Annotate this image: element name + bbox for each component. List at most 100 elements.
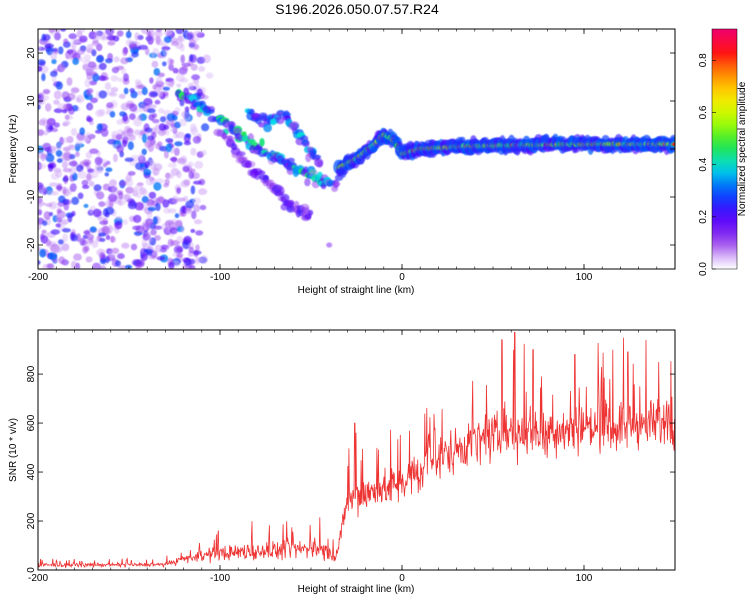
heatmap-cell — [40, 117, 47, 123]
heatmap-cell — [195, 230, 204, 236]
heatmap-cell — [47, 125, 54, 131]
heatmap-y-axis-label: Frequency (Hz) — [8, 115, 19, 184]
heatmap-cell — [61, 243, 70, 252]
heatmap-cell — [116, 144, 124, 153]
heatmap-cell — [67, 213, 73, 223]
heatmap-cell — [172, 67, 179, 74]
heatmap-cell — [180, 54, 185, 64]
heatmap-cell — [38, 104, 41, 110]
heatmap-cell — [274, 190, 284, 197]
heatmap-cell — [71, 196, 80, 205]
heatmap-cell — [42, 89, 51, 94]
heatmap-cell — [64, 114, 70, 121]
heatmap-cell — [162, 61, 167, 67]
heatmap-cell — [101, 32, 107, 40]
heatmap-cell — [190, 63, 198, 71]
heatmap-cell — [86, 172, 92, 182]
y-tick-label: 200 — [26, 512, 37, 529]
heatmap-cell — [84, 239, 92, 247]
heatmap-cell — [72, 58, 79, 65]
heatmap-cell — [122, 136, 129, 145]
heatmap-cell — [104, 172, 110, 177]
heatmap-cell — [68, 107, 75, 115]
x-tick-label: 0 — [399, 272, 405, 283]
heatmap-cell — [191, 210, 197, 220]
heatmap-cell — [90, 64, 97, 70]
heatmap-cell — [190, 228, 196, 233]
heatmap-cell — [61, 109, 68, 114]
heatmap-cell — [113, 56, 120, 63]
heatmap-cell — [263, 123, 272, 133]
heatmap-cell — [99, 237, 106, 242]
heatmap-cell — [331, 185, 338, 192]
heatmap-cell — [124, 157, 134, 162]
heatmap-cell — [154, 99, 161, 105]
heatmap-cell — [108, 199, 114, 209]
heatmap-cell — [192, 78, 200, 85]
heatmap-cell — [176, 83, 182, 88]
heatmap-cell — [134, 201, 144, 211]
heatmap-cell — [55, 150, 63, 157]
heatmap-cell — [156, 256, 166, 261]
heatmap-cell — [183, 179, 191, 186]
heatmap-cell — [126, 128, 134, 134]
heatmap-cell — [71, 210, 76, 217]
heatmap-cell — [77, 192, 84, 200]
heatmap-cell — [129, 113, 136, 120]
heatmap-cell — [55, 81, 63, 90]
heatmap-cell — [187, 161, 194, 168]
heatmap-cell — [176, 253, 184, 258]
heatmap-cell — [187, 241, 195, 249]
heatmap-cell — [181, 65, 189, 72]
heatmap-cell — [62, 233, 68, 243]
heatmap-cell — [58, 256, 66, 265]
heatmap-cell — [241, 156, 248, 162]
heatmap-cell — [241, 131, 247, 137]
heatmap-cell — [179, 78, 189, 83]
heatmap-cell — [92, 71, 98, 77]
heatmap-cell — [86, 75, 94, 80]
heatmap-cell — [105, 167, 113, 172]
heatmap-cell — [182, 165, 190, 173]
heatmap-cell — [198, 65, 206, 72]
heatmap-cell — [70, 232, 75, 241]
heatmap-cell — [156, 196, 166, 204]
heatmap-cell — [59, 63, 65, 69]
heatmap-cell — [162, 49, 169, 57]
heatmap-cell — [120, 194, 130, 200]
heatmap-cell — [136, 90, 144, 96]
heatmap-cell — [205, 72, 214, 79]
heatmap-cell — [172, 195, 179, 205]
heatmap-cell — [173, 245, 183, 255]
heatmap-cell — [53, 29, 61, 33]
heatmap-cell — [326, 242, 333, 248]
heatmap-cell — [130, 43, 138, 50]
heatmap-cell — [38, 59, 46, 66]
heatmap-cell — [119, 180, 127, 187]
heatmap-cell — [84, 78, 91, 88]
heatmap-cell — [117, 77, 124, 83]
heatmap-cell — [157, 141, 163, 148]
heatmap-cell — [157, 89, 164, 96]
heatmap-cell — [85, 256, 93, 263]
heatmap-cell — [111, 66, 120, 74]
heatmap-cell — [199, 204, 207, 211]
heatmap-cell — [97, 217, 106, 222]
heatmap-cell — [200, 255, 209, 264]
heatmap-cell — [165, 29, 171, 38]
heatmap-cell — [51, 76, 57, 83]
heatmap-cell — [116, 30, 124, 37]
heatmap-cell — [43, 153, 49, 159]
heatmap-cell — [174, 141, 183, 147]
heatmap-cell — [63, 150, 71, 160]
heatmap-cell — [122, 219, 129, 225]
heatmap-cell — [53, 99, 60, 105]
y-tick-label: -20 — [26, 237, 37, 252]
heatmap-cell — [116, 119, 124, 125]
heatmap-cell — [118, 199, 123, 207]
heatmap-cell — [62, 161, 68, 169]
heatmap-cell — [157, 72, 165, 78]
